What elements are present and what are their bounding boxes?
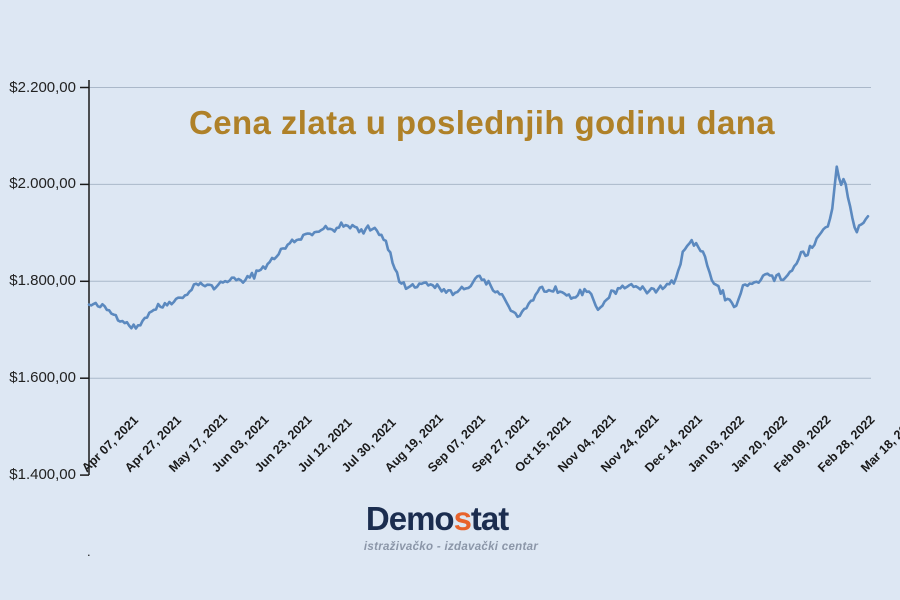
svg-text:Demostat: Demostat — [366, 503, 509, 537]
